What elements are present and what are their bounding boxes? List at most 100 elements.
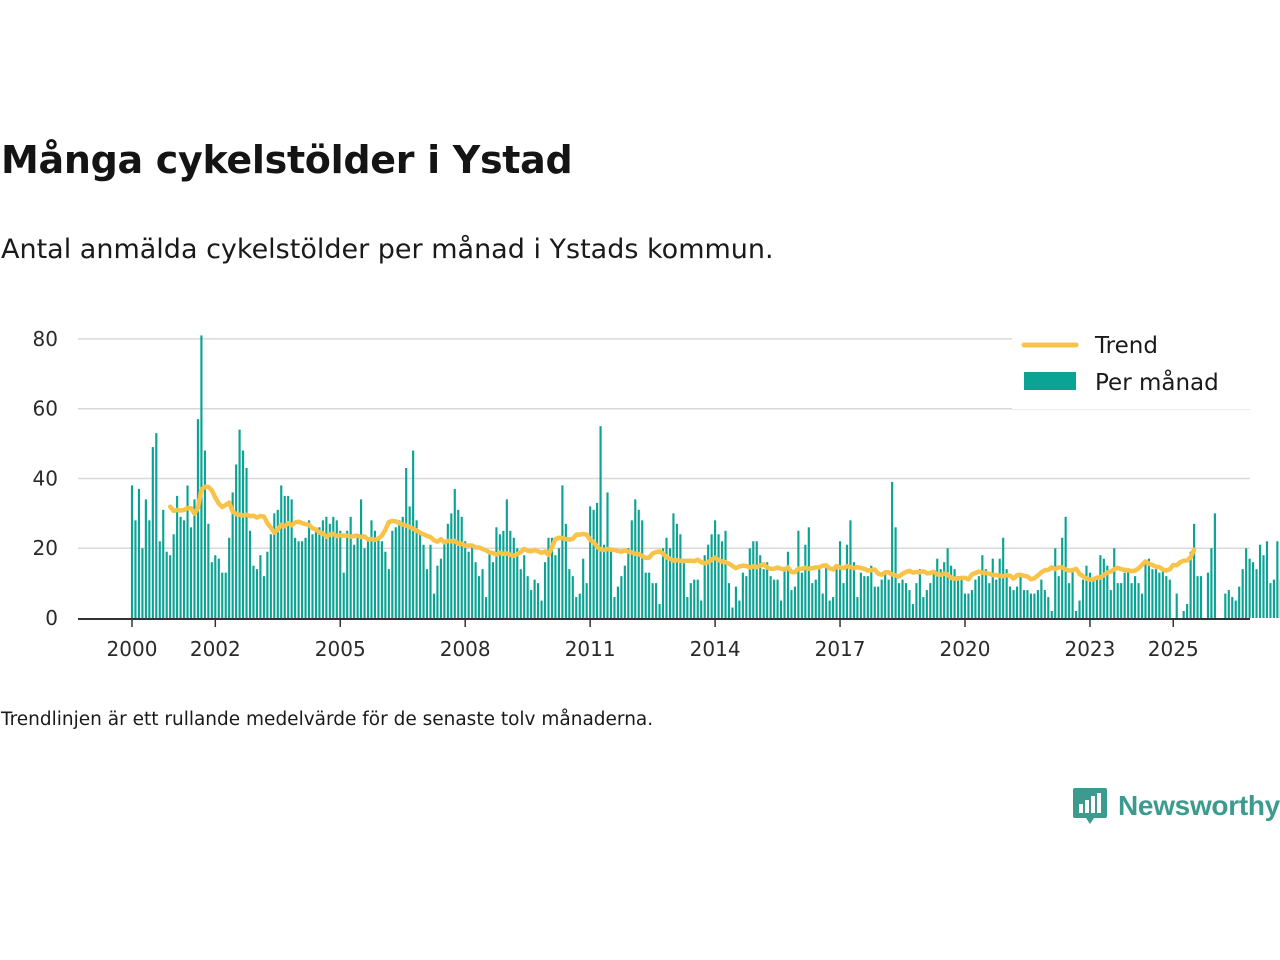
bar: [162, 509, 165, 618]
bar: [1199, 576, 1203, 618]
bar: [443, 541, 446, 618]
bar: [224, 572, 227, 618]
bar: [877, 586, 880, 618]
bar: [300, 541, 304, 618]
y-tick-label: 20: [33, 536, 58, 560]
bar: [1158, 572, 1161, 618]
bar: [412, 450, 415, 618]
bar: [658, 604, 661, 618]
bar: [766, 562, 769, 618]
bar: [1116, 583, 1119, 618]
bar: [1151, 569, 1154, 618]
bar: [727, 583, 731, 618]
bar: [800, 572, 803, 618]
bar: [734, 586, 737, 618]
bar: [575, 597, 578, 618]
bar: [467, 551, 470, 618]
bar: [231, 492, 234, 618]
bar: [1029, 593, 1033, 618]
bar: [200, 335, 203, 618]
bar: [387, 569, 390, 618]
bar: [290, 499, 293, 618]
bar: [700, 600, 703, 618]
bar: [863, 576, 866, 618]
bar: [752, 541, 755, 618]
bar: [668, 548, 672, 618]
legend-bars-label: Per månad: [1095, 368, 1219, 396]
bar: [332, 516, 335, 618]
bar: [550, 537, 554, 618]
bar: [1175, 593, 1178, 618]
trend-polyline: [167, 484, 1197, 582]
bar: [519, 569, 522, 618]
bar: [995, 579, 998, 618]
bar: [707, 544, 710, 618]
bar: [370, 520, 373, 618]
bar: [255, 569, 259, 618]
bar: [832, 597, 835, 618]
bar: [679, 534, 682, 618]
bar: [297, 541, 300, 618]
bar: [547, 537, 550, 618]
axes: 0 20 40 60 80 2000 2002 2005 2008 2011 2014 2017 202…: [33, 327, 1250, 661]
bar: [894, 527, 897, 618]
bar: [738, 600, 741, 618]
bar: [922, 597, 925, 618]
bar: [720, 541, 724, 618]
bar: [925, 590, 928, 618]
bar: [769, 576, 772, 618]
bar: [1231, 597, 1234, 618]
bar: [464, 541, 467, 618]
bar: [210, 562, 213, 618]
bar: [419, 530, 422, 618]
bar: [1189, 551, 1192, 618]
legend-background: [1012, 323, 1250, 409]
bar: [606, 492, 609, 618]
bar: [599, 426, 602, 618]
bar: [956, 576, 960, 618]
bar: [491, 562, 495, 618]
bar: [602, 544, 606, 618]
bar: [314, 530, 318, 618]
bar: [561, 485, 564, 618]
bar: [203, 450, 206, 618]
bar: [714, 520, 717, 618]
bar: [245, 468, 248, 618]
legend-bars-swatch: [1024, 372, 1076, 390]
bar: [974, 579, 977, 618]
bar: [911, 604, 915, 618]
bar: [422, 544, 425, 618]
bar: [665, 537, 668, 618]
bar: [786, 551, 790, 618]
bar: [887, 579, 890, 618]
bar: [196, 419, 200, 618]
bar: [873, 586, 876, 618]
bar: [151, 447, 154, 618]
bar: [214, 555, 217, 618]
bar: [283, 495, 286, 618]
y-tick-label: 0: [45, 606, 58, 630]
bar: [1234, 600, 1237, 618]
bar: [321, 520, 324, 618]
bar: [696, 579, 699, 618]
bar: [1210, 548, 1213, 618]
bar: [571, 576, 574, 618]
x-tick-label: 2014: [690, 637, 741, 661]
bar: [856, 597, 859, 618]
bar: [1123, 572, 1126, 618]
bar: [554, 555, 557, 618]
bar: [842, 583, 845, 618]
bar: [380, 541, 383, 618]
bar: [474, 562, 477, 618]
bar: [932, 572, 935, 618]
bar: [186, 485, 189, 618]
bar: [134, 520, 137, 618]
bar: [977, 576, 980, 618]
bar: [398, 520, 401, 618]
bar: [176, 495, 179, 618]
x-tick-label: 2025: [1148, 637, 1199, 661]
bar: [1206, 572, 1210, 618]
bar: [276, 509, 279, 618]
bar: [779, 600, 783, 618]
bar: [540, 600, 543, 618]
